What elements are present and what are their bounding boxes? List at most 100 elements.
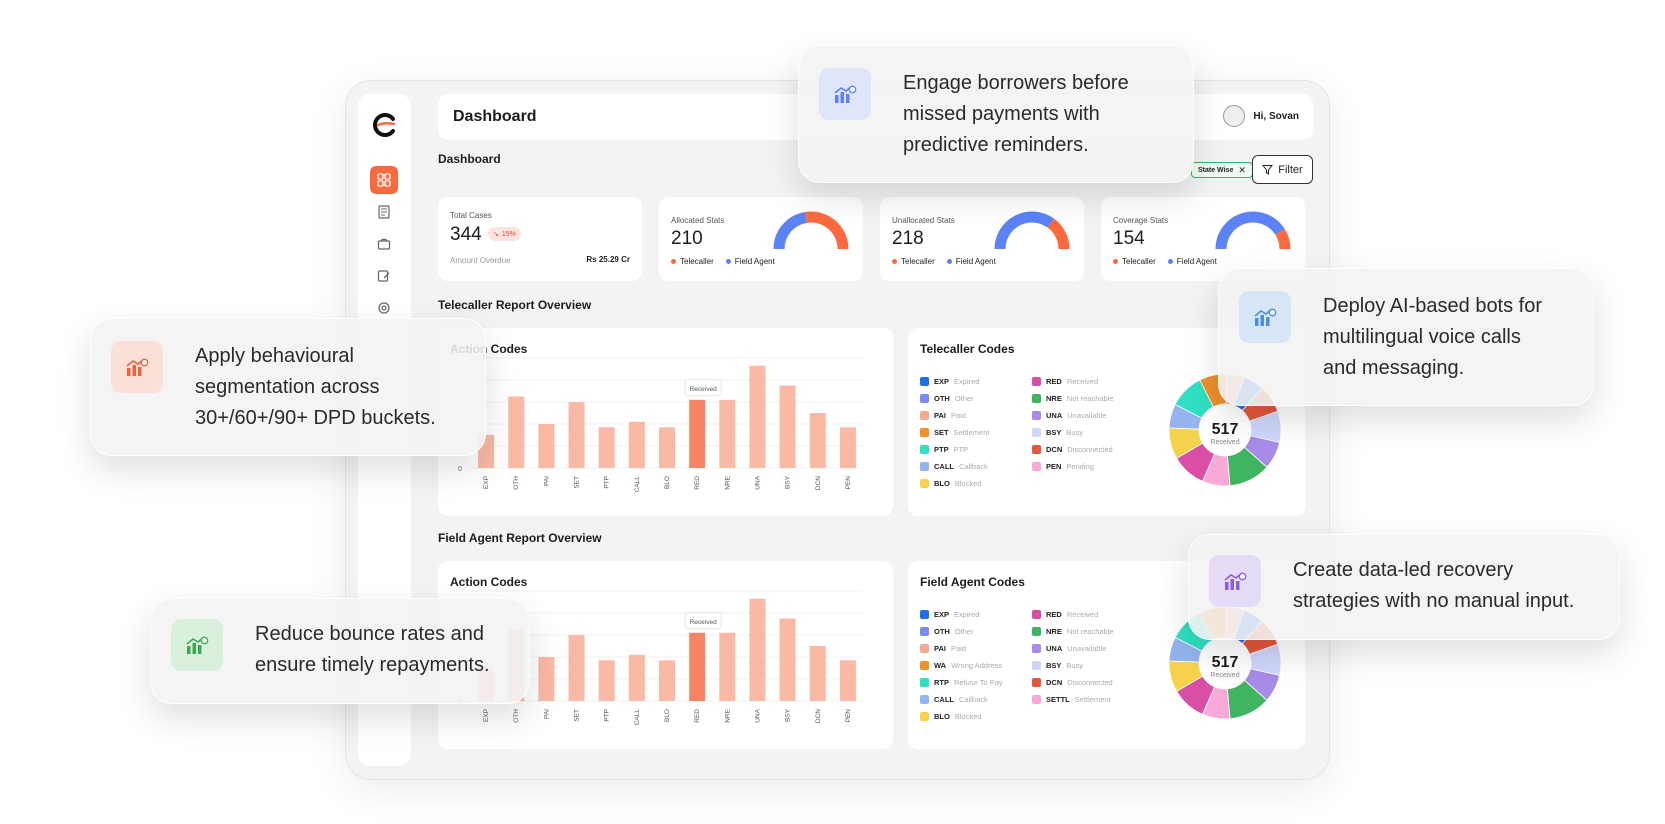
code-legend-item: BSY Busy (1032, 427, 1144, 438)
bar-nre[interactable] (719, 399, 736, 468)
callout-text: Deploy AI-based bots for multilingual voi… (1323, 291, 1542, 384)
stat-label: Total Cases (450, 211, 492, 220)
code-legend-item: SET Settlement (920, 427, 1032, 438)
legend-swatch (1032, 610, 1041, 619)
gauge-segment-telecaller (805, 211, 849, 250)
bar-pai[interactable] (538, 657, 555, 701)
legend-swatch (1032, 695, 1041, 704)
bar-pen[interactable] (839, 660, 856, 701)
callout-text: Reduce bounce rates and ensure timely rep… (255, 619, 490, 681)
code-legend-item: PEN Pending (1032, 461, 1144, 472)
filter-label: Filter (1278, 163, 1303, 176)
bar-red[interactable] (689, 632, 706, 701)
bar-una[interactable] (749, 365, 766, 468)
state-wise-chip[interactable]: State Wise ✕ (1191, 162, 1253, 178)
telecaller-action-codes-chart: 0 EXP OTH PAI SET PTP CALL BLO RED Received NRE UNA… (458, 357, 863, 493)
x-tick-label: DCN (815, 709, 822, 723)
stat-value: 154 (1113, 228, 1145, 249)
bar-blo[interactable] (659, 427, 675, 468)
code-abbr: UNA (1046, 644, 1063, 653)
filter-button[interactable]: Filter (1252, 155, 1313, 184)
panel-title: Action Codes (450, 575, 528, 589)
bar-set[interactable] (568, 635, 585, 701)
coverage-stats-card[interactable]: Coverage Stats 154 Telecaller Field Agen… (1101, 197, 1305, 281)
bar-call[interactable] (628, 654, 645, 701)
bar-red[interactable] (689, 399, 706, 468)
code-legend-item: WA Wrong Address (920, 660, 1032, 671)
trend-badge: ↘ 15% (488, 227, 521, 241)
code-abbr: RTP (934, 678, 949, 687)
donut-label: Received (1210, 439, 1240, 446)
bar-bsy[interactable] (779, 618, 796, 702)
bar-set[interactable] (568, 402, 585, 468)
allocated-stats-card[interactable]: Allocated Stats 210 Telecaller Field Age… (659, 197, 863, 281)
code-abbr: OTH (934, 627, 950, 636)
code-abbr: BSY (1046, 428, 1062, 437)
sidebar-edit-icon[interactable] (370, 262, 398, 290)
sidebar-reports-icon[interactable] (370, 198, 398, 226)
x-tick-label: BSY (785, 708, 792, 722)
gauge-segment-field-agent (994, 211, 1055, 250)
panel-title: Telecaller Codes (920, 342, 1015, 356)
code-legend-item: BSY Busy (1032, 660, 1144, 671)
code-abbr: EXP (934, 377, 950, 386)
chip-label: State Wise (1198, 166, 1234, 174)
bar-pai[interactable] (538, 424, 555, 468)
x-tick-label: SET (574, 709, 581, 722)
total-cases-card[interactable]: Total Cases 344 ↘ 15% Amount Overdue Rs 2… (438, 197, 642, 281)
donut-center: 517 Received (1199, 421, 1251, 446)
growth-chart-icon (1239, 291, 1291, 343)
gauge-segment-telecaller (1275, 228, 1291, 250)
stat-label: Unallocated Stats (892, 216, 955, 225)
code-name: Pending (1066, 462, 1094, 471)
x-tick-label: NRE (724, 475, 731, 489)
unallocated-stats-card[interactable]: Unallocated Stats 218 Telecaller Field A… (880, 197, 1084, 281)
bar-dcn[interactable] (809, 646, 826, 701)
code-abbr: PEN (1046, 462, 1062, 471)
bar-oth[interactable] (508, 396, 525, 469)
close-icon[interactable]: ✕ (1238, 164, 1246, 175)
bar-bsy[interactable] (779, 385, 796, 469)
code-name: Not reachable (1066, 394, 1114, 403)
x-tick-label: EXP (483, 476, 490, 489)
stat-value: 218 (892, 228, 924, 249)
bar-call[interactable] (628, 421, 645, 468)
bar-ptp[interactable] (598, 660, 615, 701)
code-abbr: SET (934, 428, 949, 437)
bar-dcn[interactable] (809, 413, 826, 468)
x-tick-label: CALL (634, 476, 641, 493)
code-abbr: PTP (934, 445, 949, 454)
callout-text: Apply behavioural segmentation across 30+/… (195, 341, 436, 434)
gauge-legend: Telecaller Field Agent (1113, 257, 1217, 266)
callout-line: ensure timely repayments. (255, 654, 490, 676)
legend-swatch (920, 695, 929, 704)
bar-blo[interactable] (659, 660, 675, 701)
bar-nre[interactable] (719, 632, 736, 701)
sidebar-dashboard-icon[interactable] (370, 166, 398, 194)
sidebar-cases-icon[interactable] (370, 230, 398, 258)
x-tick-label: EXP (483, 709, 490, 722)
user-menu[interactable]: Hi, Sovan (1223, 105, 1299, 127)
code-name: Settlement (1074, 695, 1111, 704)
legend-swatch (920, 462, 929, 471)
bar-pen[interactable] (839, 427, 856, 468)
code-abbr: BSY (1046, 661, 1062, 670)
bar-una[interactable] (749, 598, 766, 701)
legend-swatch (1032, 644, 1041, 653)
code-abbr: WA (934, 661, 947, 670)
x-tick-label: OTH (513, 709, 520, 723)
code-legend-item: EXP Expired (920, 376, 1032, 387)
code-abbr: UNA (1046, 411, 1063, 420)
callout-line: predictive reminders. (903, 134, 1089, 156)
legend-swatch (920, 610, 929, 619)
code-abbr: PAI (934, 411, 946, 420)
x-tick-label: PEN (845, 476, 852, 490)
callout-ai-bots: Deploy AI-based bots for multilingual voi… (1218, 268, 1594, 406)
code-abbr: DCN (1046, 678, 1063, 687)
field-agent-codes-legend: EXP Expired RED Received OTH Other NRE Not reac… (920, 609, 1144, 722)
code-abbr: CALL (934, 462, 954, 471)
code-legend-item: RED Received (1032, 609, 1144, 620)
callout-line: missed payments with (903, 103, 1100, 125)
sidebar-settings-icon[interactable] (370, 294, 398, 322)
bar-ptp[interactable] (598, 427, 615, 468)
